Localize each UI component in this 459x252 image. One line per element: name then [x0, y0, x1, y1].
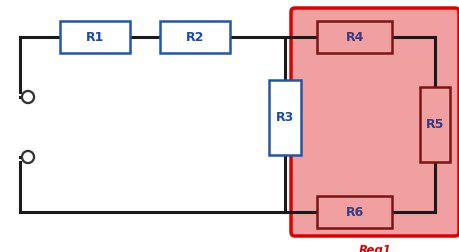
Text: R3: R3 — [275, 110, 293, 123]
Text: R2: R2 — [185, 30, 204, 44]
Circle shape — [24, 93, 32, 101]
Circle shape — [22, 90, 34, 104]
FancyBboxPatch shape — [291, 8, 458, 236]
FancyBboxPatch shape — [269, 79, 300, 154]
FancyBboxPatch shape — [317, 21, 392, 53]
Text: R1: R1 — [86, 30, 104, 44]
FancyBboxPatch shape — [317, 196, 392, 228]
FancyBboxPatch shape — [160, 21, 230, 53]
Text: R6: R6 — [345, 205, 364, 218]
Text: R4: R4 — [345, 30, 364, 44]
Text: Req1: Req1 — [358, 244, 391, 252]
Circle shape — [24, 153, 32, 161]
Text: R5: R5 — [425, 118, 443, 131]
FancyBboxPatch shape — [60, 21, 130, 53]
Circle shape — [22, 150, 34, 164]
FancyBboxPatch shape — [419, 87, 449, 162]
